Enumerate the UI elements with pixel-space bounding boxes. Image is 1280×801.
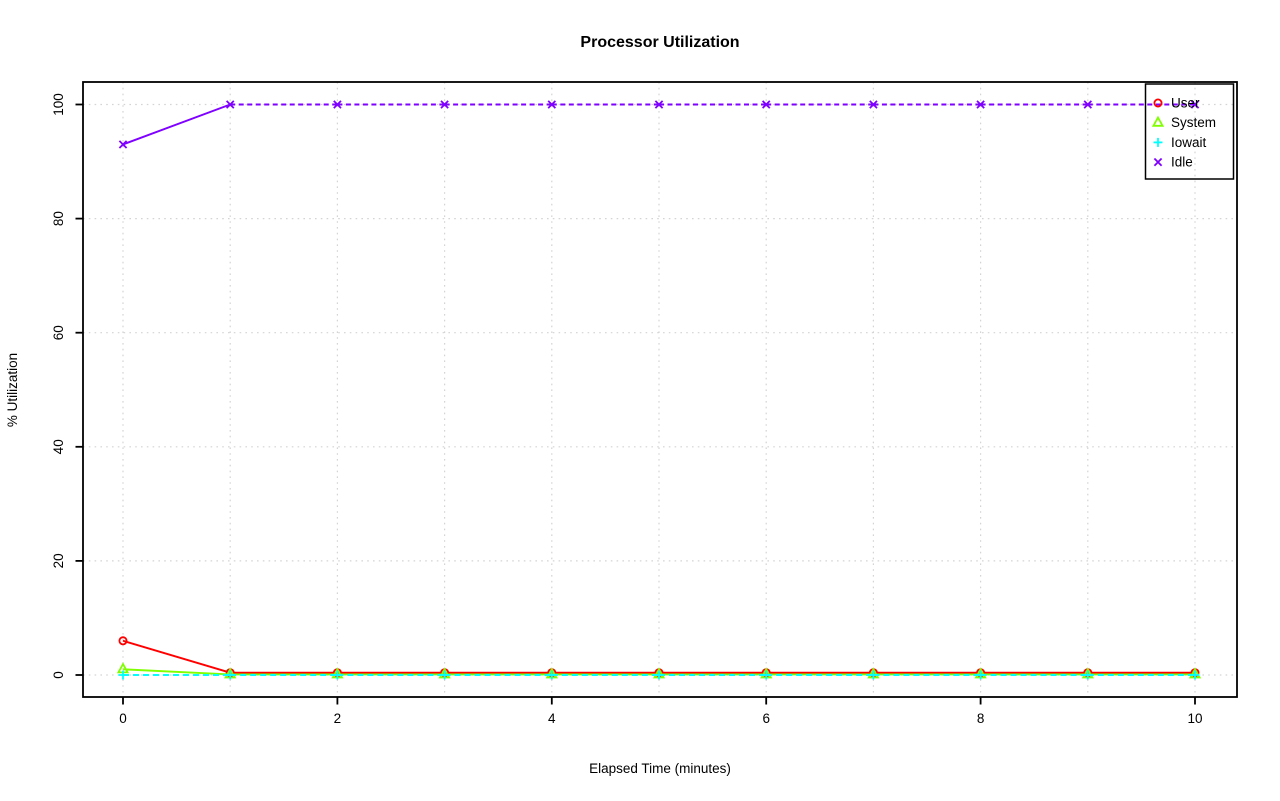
data-point-marker — [654, 100, 664, 109]
legend-marker-circle — [1153, 98, 1163, 108]
x-marker-2 — [869, 100, 878, 109]
data-point-marker — [761, 670, 771, 680]
chart-title: Processor Utilization — [580, 34, 739, 51]
legend-marker-x — [1153, 157, 1163, 167]
y-tick-label: 80 — [51, 211, 66, 226]
data-point-marker — [868, 670, 878, 680]
legend-item-label: User — [1171, 96, 1200, 111]
data-point-marker — [118, 670, 128, 680]
x-tick-label: 10 — [1187, 711, 1202, 726]
x-tick-label: 6 — [762, 711, 770, 726]
x-marker-2 — [225, 100, 235, 109]
x-marker-2 — [1153, 157, 1163, 167]
legend: User System Iowait Idle — [1144, 83, 1235, 180]
data-point-marker — [976, 670, 986, 680]
series-idle — [118, 100, 1200, 149]
y-tick-label: 100 — [51, 93, 66, 116]
x-tick-label: 4 — [548, 711, 556, 726]
data-point-marker — [547, 100, 557, 109]
data-point-marker — [547, 670, 557, 680]
legend-item-label: Idle — [1171, 155, 1193, 170]
x-marker-2 — [1083, 100, 1093, 109]
x-marker-2 — [440, 100, 449, 109]
legend-marker-triangle — [1151, 115, 1165, 127]
data-point-marker — [440, 100, 449, 109]
series-line-segment — [122, 668, 231, 676]
x-tick-label: 0 — [119, 711, 127, 726]
axes — [75, 81, 1238, 705]
y-axis-title: % Utilization — [5, 353, 20, 427]
x-marker-2 — [654, 100, 664, 109]
data-point-marker — [761, 100, 771, 109]
data-point-marker — [1083, 100, 1093, 109]
data-point-marker — [1190, 100, 1200, 109]
y-tick-label: 60 — [51, 325, 66, 340]
data-point-marker — [118, 140, 128, 149]
data-point-marker — [225, 670, 235, 680]
data-point-marker — [1083, 670, 1093, 680]
series-line-segment — [122, 103, 231, 146]
data-point-marker — [869, 100, 878, 109]
plot-border — [82, 81, 1238, 698]
circle-marker — [118, 636, 128, 646]
x-tick-label: 8 — [977, 711, 985, 726]
data-point-marker — [225, 100, 235, 109]
circle-marker — [1153, 98, 1163, 108]
x-marker-2 — [1190, 100, 1200, 109]
legend-item-label: Iowait — [1171, 135, 1207, 150]
x-tick-label: 2 — [334, 711, 342, 726]
y-tick-label: 40 — [51, 439, 66, 454]
y-tick-label: 0 — [51, 671, 66, 679]
x-marker-2 — [761, 100, 771, 109]
x-axis-title: Elapsed Time (minutes) — [589, 761, 731, 776]
data-point-marker — [654, 670, 664, 680]
triangle-marker — [1151, 115, 1165, 127]
x-marker-2 — [547, 100, 557, 109]
gridlines — [83, 82, 1237, 697]
series-iowait — [118, 670, 1200, 680]
x-marker-2 — [976, 100, 985, 109]
legend-item-label: System — [1171, 115, 1216, 130]
data-point-marker — [1190, 670, 1200, 680]
data-point-marker — [118, 636, 128, 646]
legend-box — [1144, 83, 1235, 180]
y-tick-label: 20 — [51, 553, 66, 568]
x-marker-2 — [118, 140, 128, 149]
data-point-marker — [976, 100, 985, 109]
data-point-marker — [333, 100, 342, 109]
data-point-marker — [440, 670, 450, 680]
series-user — [118, 636, 1200, 678]
legend-marker-plus — [1153, 137, 1163, 147]
x-marker-2 — [333, 100, 342, 109]
series-line-segment — [122, 639, 231, 674]
data-point-marker — [332, 670, 342, 680]
